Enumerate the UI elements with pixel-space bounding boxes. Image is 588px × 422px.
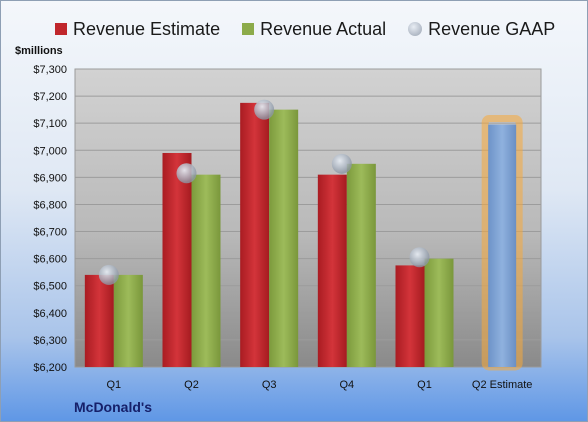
x-tick-label: Q2: [184, 379, 199, 391]
legend-label-actual: Revenue Actual: [260, 18, 387, 39]
bar-revenue-actual: [269, 109, 299, 368]
bar-revenue-actual: [346, 163, 376, 367]
marker-revenue-gaap: [254, 99, 275, 120]
marker-revenue-gaap: [409, 247, 430, 268]
y-tick-label: $7,000: [33, 145, 67, 157]
y-tick-label: $7,200: [33, 91, 67, 103]
bar-series: [84, 102, 523, 371]
bar-revenue-estimate: [162, 152, 192, 367]
legend-item-gaap: Revenue GAAP: [408, 19, 555, 40]
x-tick-label: Q3: [262, 379, 277, 391]
bar-revenue-estimate: [240, 102, 270, 367]
y-tick-label: $6,900: [33, 172, 67, 184]
bar-q2-estimate: [488, 124, 517, 367]
y-tick-label: $7,100: [33, 118, 67, 130]
plot-area: [74, 68, 542, 368]
chart-legend: Revenue Estimate Revenue Actual Revenue …: [55, 18, 577, 40]
y-tick-label: $6,200: [33, 362, 67, 374]
y-tick-label: $6,400: [33, 308, 67, 320]
legend-swatch-estimate: [55, 23, 67, 35]
marker-revenue-gaap: [98, 264, 119, 285]
bar-revenue-actual: [113, 274, 143, 367]
legend-label-estimate: Revenue Estimate: [73, 18, 221, 39]
y-tick-label: $6,700: [33, 227, 67, 239]
y-axis-ticks: $6,200 $6,300 $6,400 $6,500 $6,600 $6,700 $6,8…: [33, 64, 67, 374]
y-tick-label: $6,500: [33, 281, 67, 293]
legend-item-estimate: Revenue Estimate: [55, 19, 220, 40]
y-tick-label: $7,300: [33, 64, 67, 76]
y-tick-label: $6,300: [33, 335, 67, 347]
legend-swatch-gaap: [408, 22, 423, 36]
legend-label-gaap: Revenue GAAP: [428, 18, 556, 39]
bar-revenue-estimate: [84, 274, 114, 367]
gaap-markers: [98, 99, 430, 285]
x-tick-label: Q1: [106, 379, 121, 391]
legend-swatch-actual: [242, 23, 255, 35]
bar-revenue-actual: [424, 258, 454, 367]
x-tick-label: Q2 Estimate: [472, 379, 533, 391]
x-tick-label: Q4: [339, 379, 354, 391]
x-tick-label: Q1: [417, 379, 432, 391]
company-label: McDonald's: [74, 399, 153, 415]
marker-revenue-gaap: [331, 153, 352, 174]
bar-revenue-estimate: [395, 265, 425, 367]
y-axis-unit-label: $millions: [15, 45, 63, 57]
y-tick-label: $6,800: [33, 199, 67, 211]
bar-revenue-estimate: [317, 174, 347, 367]
legend-item-actual: Revenue Actual: [242, 19, 386, 40]
y-tick-label: $6,600: [33, 254, 67, 266]
grid-lines: [75, 68, 541, 341]
x-axis-ticks: Q1 Q2 Q3 Q4 Q1 Q2 Estimate: [106, 379, 532, 391]
bar-revenue-actual: [191, 174, 221, 367]
marker-revenue-gaap: [176, 163, 197, 184]
